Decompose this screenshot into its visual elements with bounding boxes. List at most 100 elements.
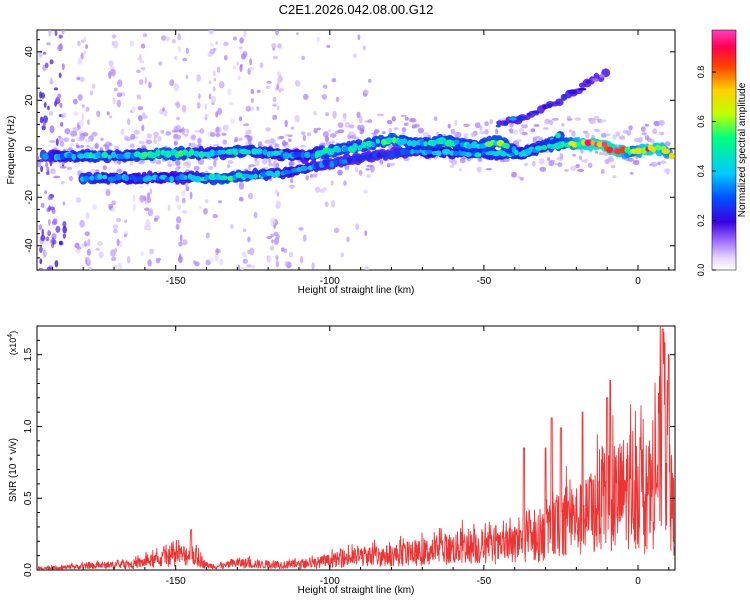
- spectrogram-haze-speck: [564, 169, 569, 172]
- spectrogram-lower-band-core: [464, 152, 472, 157]
- spectrogram-noise-speck: [212, 86, 216, 92]
- spectrogram-noise-speck: [132, 194, 136, 202]
- spectrogram-noise-speck: [71, 138, 75, 143]
- colorbar-tick-label: 0.2: [696, 214, 706, 227]
- spectrogram-noise-speck: [212, 213, 218, 219]
- spectrogram-haze-speck: [477, 157, 483, 162]
- spectrogram-haze-speck: [549, 119, 554, 126]
- spectrogram-main-band-core: [77, 153, 85, 159]
- spectrogram-noise-speck: [176, 216, 182, 224]
- spectrogram-haze-speck: [178, 129, 182, 133]
- spectrogram-noise-speck: [273, 231, 279, 237]
- spectrogram-haze-speck: [557, 162, 563, 168]
- spectrogram-main-band-core: [294, 152, 303, 157]
- spectrogram-xtick-label: 0: [635, 276, 641, 287]
- spectrogram-haze-speck: [68, 175, 73, 182]
- spectrogram-lower-band-core: [500, 150, 507, 157]
- spectrogram-noise-speck: [175, 223, 180, 230]
- spectrogram-noise-speck: [49, 125, 55, 134]
- spectrogram-haze-speck: [463, 133, 469, 139]
- spectrogram-main-band-core: [342, 146, 350, 152]
- spectrogram-haze-speck: [513, 129, 518, 135]
- spectrogram-noise-speck: [109, 115, 113, 119]
- spectrogram-noise-speck: [61, 63, 65, 71]
- spectrogram-main-band-core: [327, 148, 335, 156]
- spectrogram-noise-speck: [253, 211, 258, 219]
- spectrogram-noise-speck: [110, 68, 116, 76]
- spectrogram-haze-speck: [359, 128, 365, 135]
- spectrogram-noise-speck: [52, 218, 58, 224]
- spectrogram-haze-speck: [521, 124, 528, 129]
- spectrogram-haze-speck: [393, 127, 399, 130]
- spectrogram-noise-speck: [272, 96, 277, 103]
- spectrogram-haze-speck: [454, 119, 458, 127]
- spectrogram-haze-speck: [391, 116, 396, 122]
- spectrogram-noise-speck: [313, 111, 317, 116]
- spectrogram-haze-speck: [388, 162, 396, 166]
- spectrogram-noise-speck: [140, 251, 145, 256]
- spectrogram-haze-speck: [327, 129, 331, 132]
- spectrogram-noise-speck: [139, 194, 145, 203]
- spectrogram-noise-speck: [54, 260, 59, 268]
- spectrogram-lower-band-core: [136, 175, 145, 182]
- spectrogram-main-band-core: [165, 150, 172, 158]
- spectrogram-noise-speck: [171, 39, 176, 44]
- spectrogram-noise-speck: [111, 200, 116, 206]
- spectrogram-noise-speck: [197, 137, 202, 144]
- spectrogram-haze-speck: [366, 164, 373, 168]
- spectrogram-haze-speck: [138, 140, 145, 145]
- spectrogram-main-band-core: [107, 154, 112, 160]
- spectrogram-haze-speck: [63, 137, 69, 143]
- spectrogram-haze-speck: [476, 166, 482, 173]
- spectrogram-noise-speck: [76, 246, 82, 250]
- spectrogram-lower-band-core: [453, 150, 459, 156]
- spectrogram-noise-speck: [85, 44, 89, 49]
- spectrogram-noise-speck: [250, 88, 255, 95]
- spectrogram-noise-speck: [37, 155, 40, 163]
- spectrogram-noise-speck: [303, 93, 309, 100]
- spectrogram-noise-speck: [178, 241, 183, 247]
- spectrogram-noise-speck: [142, 33, 148, 38]
- spectrogram-main-band-core: [255, 148, 263, 155]
- spectrogram-noise-speck: [73, 111, 79, 116]
- spectrogram-haze-speck: [344, 121, 351, 128]
- spectrogram-noise-speck: [182, 239, 188, 246]
- spectrogram-noise-speck: [153, 217, 158, 222]
- spectrogram-haze-speck: [264, 139, 272, 144]
- spectrogram-noise-speck: [247, 236, 251, 243]
- spectrogram-noise-speck: [144, 207, 150, 212]
- spectrogram-noise-speck: [346, 236, 350, 243]
- spectrogram-main-band-core: [141, 151, 149, 157]
- spectrogram-noise-speck: [272, 103, 277, 107]
- spectrogram-haze-speck: [659, 131, 665, 136]
- spectrogram-lower-band-core: [208, 173, 217, 181]
- spectrogram-haze-speck: [64, 128, 71, 135]
- spectrogram-haze-speck: [542, 127, 549, 130]
- snr-multiplier-exp: 4: [7, 334, 14, 338]
- spectrogram-noise-speck: [78, 120, 85, 127]
- spectrogram-noise-speck: [80, 39, 85, 43]
- spectrogram-haze-speck: [330, 140, 336, 144]
- spectrogram-noise-speck: [204, 103, 207, 110]
- spectrogram-haze-speck: [129, 161, 134, 165]
- spectrogram-haze-speck: [459, 157, 466, 164]
- spectrogram-noise-speck: [368, 78, 372, 83]
- snr-xtick-label: -150: [166, 576, 186, 587]
- spectrogram-haze-speck: [629, 171, 634, 175]
- colorbar: 0.0 0.2 0.4 0.6 0.8 Normalized spectral ampl…: [696, 29, 748, 276]
- spectrogram-noise-speck: [204, 113, 210, 118]
- spectrogram-noise-speck: [42, 249, 47, 258]
- spectrogram-haze-speck: [410, 118, 417, 123]
- spectrogram-noise-speck: [217, 107, 223, 115]
- spectrogram-haze-speck: [577, 168, 585, 172]
- spectrogram-noise-speck: [214, 254, 220, 262]
- spectrogram-noise-speck: [173, 83, 179, 92]
- spectrogram-haze-speck: [533, 124, 540, 127]
- spectrogram-main-band-core: [571, 141, 578, 148]
- spectrogram-main-band-core: [188, 148, 195, 156]
- spectrogram-noise-speck: [80, 144, 84, 148]
- colorbar-tick-label: 0.4: [696, 165, 706, 178]
- snr-frame: [36, 325, 676, 571]
- spectrogram-noise-speck: [181, 104, 187, 113]
- spectrogram-haze-speck: [417, 127, 424, 134]
